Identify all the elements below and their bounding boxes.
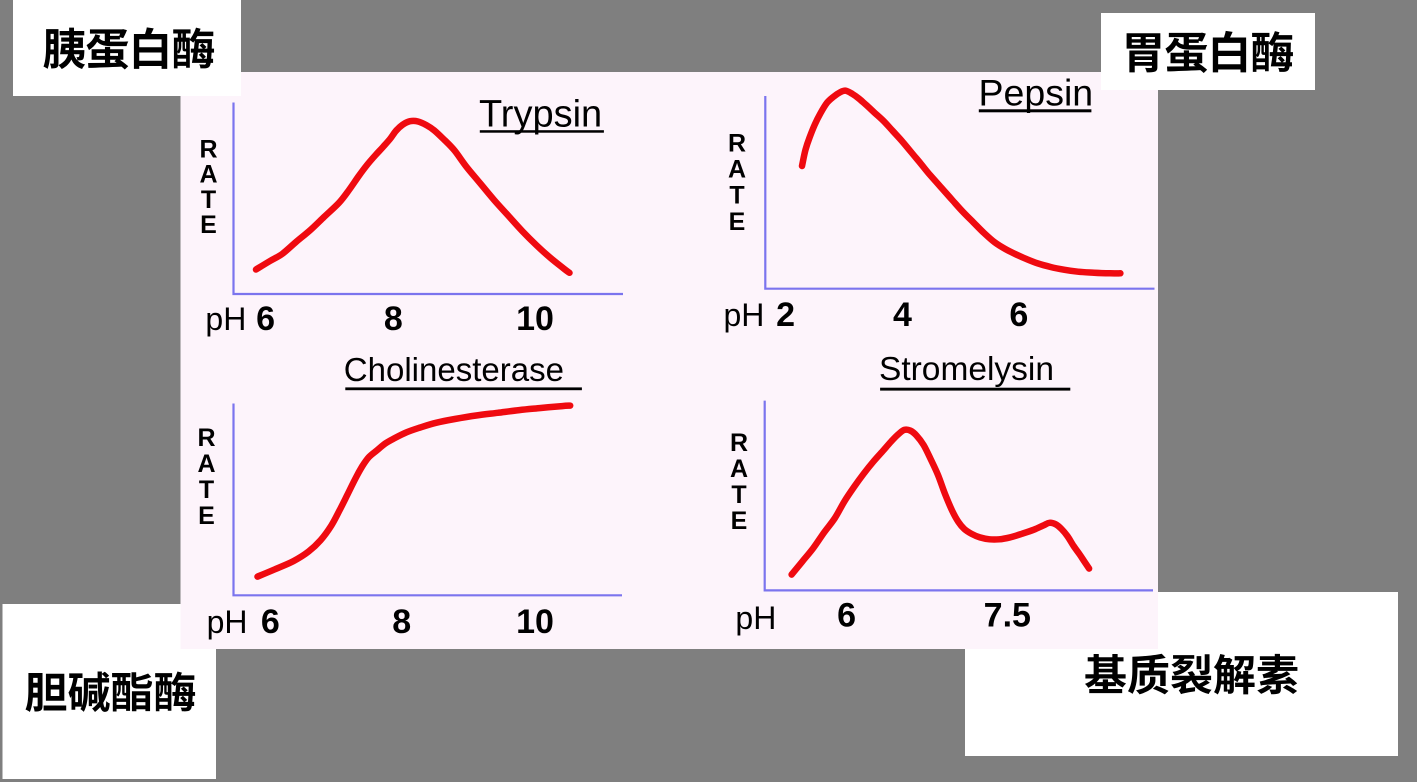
svg-text:R: R xyxy=(730,429,748,457)
svg-text:pH: pH xyxy=(205,301,246,337)
svg-text:10: 10 xyxy=(516,300,554,338)
svg-text:E: E xyxy=(729,208,746,236)
svg-text:2: 2 xyxy=(776,296,795,334)
svg-text:T: T xyxy=(201,186,216,214)
svg-text:10: 10 xyxy=(516,603,554,641)
svg-text:pH: pH xyxy=(735,600,776,636)
svg-text:4: 4 xyxy=(893,296,912,334)
svg-text:Cholinesterase: Cholinesterase xyxy=(344,351,564,388)
svg-text:E: E xyxy=(731,507,748,535)
svg-text:T: T xyxy=(199,476,214,504)
svg-text:8: 8 xyxy=(392,603,411,641)
svg-text:R: R xyxy=(197,424,215,452)
svg-text:A: A xyxy=(197,450,215,478)
svg-text:T: T xyxy=(729,182,744,210)
svg-text:A: A xyxy=(730,455,748,483)
svg-text:T: T xyxy=(731,481,746,509)
svg-text:7.5: 7.5 xyxy=(984,597,1031,635)
svg-text:6: 6 xyxy=(261,603,280,641)
svg-text:pH: pH xyxy=(207,604,248,640)
svg-text:8: 8 xyxy=(384,300,403,338)
svg-text:6: 6 xyxy=(256,300,275,338)
svg-text:6: 6 xyxy=(837,597,856,635)
svg-text:Stromelysin: Stromelysin xyxy=(879,351,1054,388)
svg-text:R: R xyxy=(199,135,217,163)
svg-text:R: R xyxy=(728,129,746,157)
svg-text:6: 6 xyxy=(1009,296,1028,334)
svg-text:E: E xyxy=(198,502,215,530)
svg-text:A: A xyxy=(199,161,217,189)
svg-text:E: E xyxy=(200,211,217,239)
svg-text:A: A xyxy=(728,156,746,184)
svg-text:pH: pH xyxy=(724,297,765,333)
svg-text:Pepsin: Pepsin xyxy=(979,72,1094,114)
svg-text:Trypsin: Trypsin xyxy=(479,94,602,136)
